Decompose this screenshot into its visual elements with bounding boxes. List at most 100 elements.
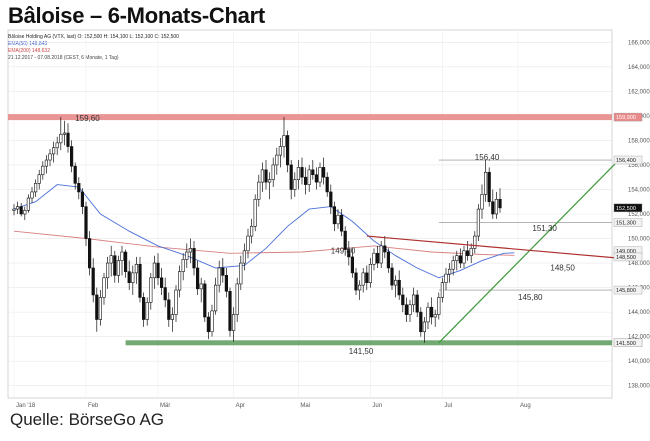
y-tick-label: 158,000 <box>628 138 650 144</box>
candle-body <box>462 250 466 264</box>
candle-body <box>278 146 283 156</box>
resistance-band <box>8 114 612 121</box>
candle-body <box>80 191 84 207</box>
legend-ema50: EMA(50) 148,843 <box>8 41 48 47</box>
candle-body <box>203 283 207 318</box>
y-tick-label: 152,000 <box>628 212 650 218</box>
source-note: Quelle: BörseGo AG <box>10 410 165 429</box>
candle-body <box>232 314 236 331</box>
candle-body <box>221 267 225 276</box>
candle-body <box>350 256 355 274</box>
candle-body <box>383 245 387 253</box>
candle-body <box>318 167 322 183</box>
x-tick-label: Mär <box>160 403 170 409</box>
candle-body <box>296 167 301 180</box>
uptrend-line <box>438 159 620 344</box>
price-tags: 159,900 141,500 156,400 151,300 145,800 149,0… <box>613 112 643 347</box>
candle-body <box>498 198 502 209</box>
y-tick-label: 166,000 <box>628 40 650 46</box>
candle-body <box>192 248 196 269</box>
candle-body <box>77 183 81 193</box>
x-tick-label: Aug <box>520 403 531 409</box>
candle-body <box>386 251 391 269</box>
downtrend-line <box>366 235 619 259</box>
candle-body <box>23 210 27 215</box>
candle-body <box>145 302 149 320</box>
y-tick-label: 148,000 <box>628 261 650 267</box>
y-tick-label: 144,000 <box>628 310 650 316</box>
candle-body <box>163 287 167 301</box>
legend-ema200: EMA(200) 148,632 <box>8 48 50 54</box>
candle-body <box>282 135 286 147</box>
candle-body <box>426 306 430 323</box>
y-tick-label: 140,000 <box>628 359 650 365</box>
candle-body <box>483 171 488 195</box>
price-tag-label: 145,800 <box>616 288 636 294</box>
candle-body <box>113 255 117 276</box>
candles <box>12 117 502 343</box>
candle-body <box>329 191 333 207</box>
candle-body <box>411 294 416 306</box>
candle-body <box>149 277 153 303</box>
candle-body <box>120 251 124 261</box>
candle-body <box>404 304 409 315</box>
candle-body <box>217 267 221 286</box>
candle-body <box>465 250 470 257</box>
candle-body <box>419 311 423 333</box>
candle-body <box>131 272 135 283</box>
candle-body <box>224 275 229 292</box>
candle-body <box>336 214 340 225</box>
candle-body <box>437 297 441 315</box>
candle-body <box>401 294 405 306</box>
candle-body <box>188 248 193 253</box>
candle-body <box>390 267 394 286</box>
candle-body <box>343 230 347 250</box>
candle-body <box>206 316 211 333</box>
candle-body <box>73 165 77 184</box>
candle-body <box>357 284 362 291</box>
candle-body <box>433 314 437 318</box>
x-tick-label: Feb <box>88 403 99 409</box>
candle-body <box>379 245 383 264</box>
candle-body <box>70 146 74 167</box>
candle-body <box>368 263 373 283</box>
candle-body <box>48 153 52 161</box>
candle-body <box>30 191 34 199</box>
price-tag-label: 148,500 <box>616 255 636 261</box>
candle-body <box>134 263 139 274</box>
candle-body <box>174 289 178 315</box>
candle-body <box>62 132 66 135</box>
price-tag-label: 151,300 <box>616 221 636 227</box>
candle-body <box>339 214 344 232</box>
candle-body <box>260 169 265 183</box>
candle-body <box>228 290 232 331</box>
candle-body <box>314 174 319 183</box>
price-tag <box>613 338 643 347</box>
candle-body <box>51 147 56 155</box>
price-tag <box>613 252 643 262</box>
candle-body <box>116 260 120 276</box>
candle-body <box>494 198 499 215</box>
candle-body <box>170 314 175 320</box>
candle-body <box>246 235 250 252</box>
candle-body <box>415 294 419 313</box>
y-tick-label: 162,000 <box>628 89 650 95</box>
chart-title: Bâloise – 6-Monats-Chart <box>8 3 265 28</box>
candle-body <box>33 183 38 193</box>
y-tick-label: 164,000 <box>628 65 650 71</box>
candle-body <box>15 206 20 210</box>
candle-body <box>458 255 463 264</box>
price-tag <box>613 218 643 227</box>
legend-instrument: Bâloise Holding AG (VTX, last) O: 152,50… <box>8 34 179 40</box>
candle-body <box>264 169 268 183</box>
candle-body <box>303 176 308 185</box>
candle-body <box>250 225 254 237</box>
candle-body <box>235 283 239 315</box>
candle-body <box>473 235 477 249</box>
candle-body <box>253 198 257 227</box>
candle-body <box>167 299 171 320</box>
candle-body <box>12 208 16 211</box>
candle-body <box>214 284 218 312</box>
candle-body <box>476 208 481 237</box>
